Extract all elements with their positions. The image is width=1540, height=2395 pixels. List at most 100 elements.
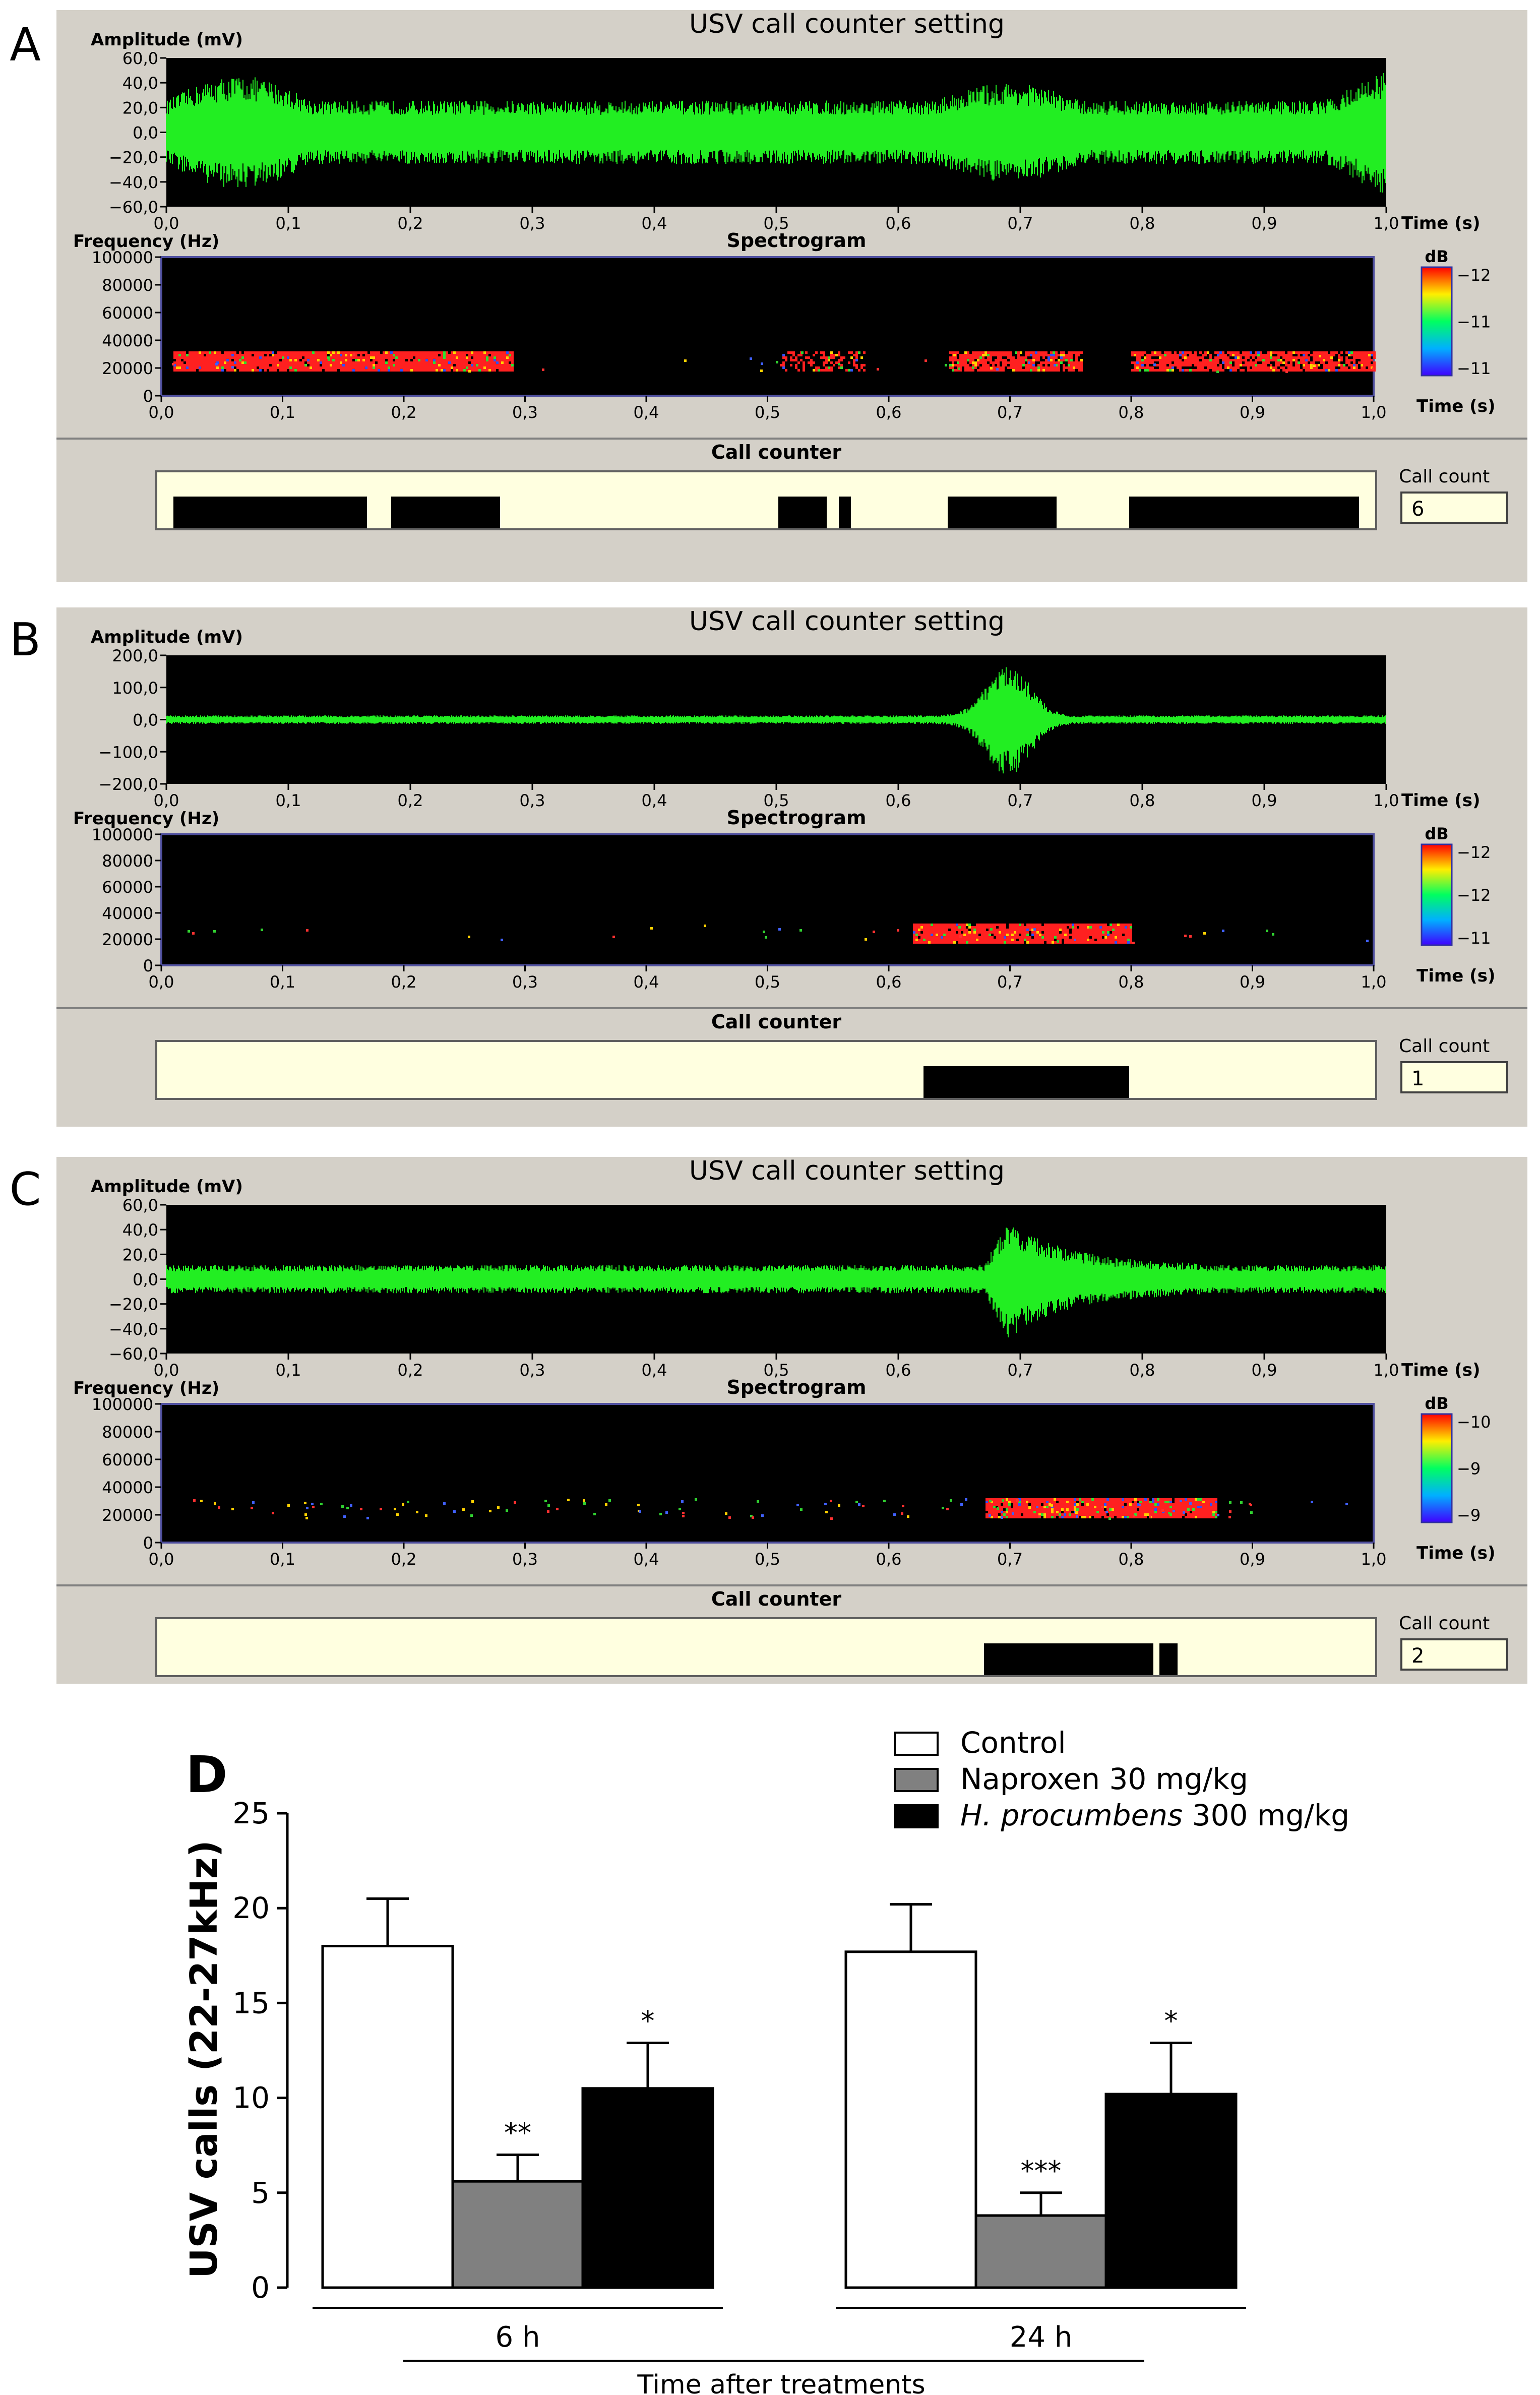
time-tick-label: 0,4 xyxy=(642,791,667,810)
time-tick-label: 0,1 xyxy=(270,403,295,422)
spectrogram-call xyxy=(1131,351,1376,372)
freq-tick-label: 100000 xyxy=(92,825,153,844)
time-tick-label: 0,1 xyxy=(276,791,301,810)
call-count-label: Call count xyxy=(1399,1613,1490,1634)
time-tick-label: 0,0 xyxy=(149,1550,174,1569)
time-tick-label: 0,0 xyxy=(154,214,179,233)
time-tick-label: 0,9 xyxy=(1240,1550,1265,1569)
legend-swatch xyxy=(894,1732,939,1756)
freq-tick-label: 40000 xyxy=(102,1478,153,1497)
db-tick-label: −12 xyxy=(1457,266,1491,285)
db-tick-label: −9 xyxy=(1457,1506,1481,1525)
call-bar xyxy=(1129,497,1359,528)
call-count-value: 6 xyxy=(1411,498,1424,521)
call-count-value: 1 xyxy=(1411,1067,1424,1090)
amp-tick-label: 40,0 xyxy=(122,1220,158,1240)
call-bar xyxy=(948,497,1057,528)
time-tick-label: 0,4 xyxy=(634,1550,659,1569)
freq-tick-label: 100000 xyxy=(92,1395,153,1414)
bar xyxy=(974,2214,1107,2289)
db-tick-label: −11 xyxy=(1457,359,1491,378)
amp-tick-label: 100,0 xyxy=(112,679,158,698)
y-axis-label: USV calls (22-27kHz) xyxy=(182,1840,226,2278)
freq-tick-label: 60000 xyxy=(102,303,153,323)
call-bar xyxy=(984,1643,1153,1675)
amplitude-label: Amplitude (mV) xyxy=(91,627,243,647)
call-count-label: Call count xyxy=(1399,466,1490,487)
time-tick-label: 0,7 xyxy=(997,403,1023,422)
time-tick-label: 0,7 xyxy=(997,972,1023,992)
time-tick-label: 0,9 xyxy=(1252,214,1277,233)
time-tick-label: 0,2 xyxy=(391,972,417,992)
time-tick-label: 0,2 xyxy=(398,1361,423,1380)
legend-label-species: H. procumbens xyxy=(960,1798,1183,1832)
call-counter-track xyxy=(155,1040,1377,1100)
amp-tick-label: −40,0 xyxy=(109,1320,158,1339)
time-tick-label: 0,8 xyxy=(1130,791,1155,810)
call-bar xyxy=(839,497,851,528)
call-counter-title: Call counter xyxy=(711,441,841,463)
category-label: 24 h xyxy=(1010,2321,1073,2354)
time-tick-label: 0,5 xyxy=(764,1361,789,1380)
db-label: dB xyxy=(1425,1394,1448,1413)
time-tick-label: 0,6 xyxy=(876,403,902,422)
amp-tick-label: 20,0 xyxy=(122,1245,158,1264)
time-tick-label: 0,3 xyxy=(512,1550,538,1569)
time-tick-label: 0,5 xyxy=(755,972,780,992)
call-count-label: Call count xyxy=(1399,1036,1490,1057)
amp-tick-label: −200,0 xyxy=(99,775,158,794)
spectrogram-plot xyxy=(160,833,1375,966)
y-tick-label: 10 xyxy=(232,2081,270,2115)
time-tick-label: 0,6 xyxy=(886,1361,911,1380)
category-label: 6 h xyxy=(496,2321,540,2354)
call-count-box xyxy=(1400,492,1508,524)
time-tick-label: 1,0 xyxy=(1374,214,1399,233)
time-tick-label: 0,4 xyxy=(634,972,659,992)
spectrogram-title: Spectrogram xyxy=(726,807,866,829)
panel-letter: D xyxy=(186,1745,227,1804)
amp-tick-label: 60,0 xyxy=(122,1196,158,1215)
amp-tick-label: 0,0 xyxy=(133,124,158,143)
call-count-box xyxy=(1400,1061,1508,1093)
call-count-box xyxy=(1400,1638,1508,1671)
time-tick-label: 0,2 xyxy=(398,214,423,233)
time-tick-label: 0,9 xyxy=(1252,1361,1277,1380)
spectrogram-call xyxy=(913,924,1132,944)
call-bar xyxy=(923,1066,1129,1098)
time-tick-label: 0,8 xyxy=(1130,214,1155,233)
panel-letter: A xyxy=(10,19,41,72)
call-bar xyxy=(1159,1643,1178,1675)
time-tick-label: 0,3 xyxy=(512,972,538,992)
time-tick-label: 0,1 xyxy=(270,972,295,992)
freq-tick-label: 60000 xyxy=(102,1450,153,1469)
spectrogram-title: Spectrogram xyxy=(726,229,866,252)
amp-tick-label: −20,0 xyxy=(109,148,158,167)
amp-tick-label: 0,0 xyxy=(133,1270,158,1289)
time-tick-label: 0,6 xyxy=(876,972,902,992)
legend-label: Control xyxy=(960,1726,1066,1760)
significance-label: * xyxy=(1164,2005,1178,2037)
db-tick-label: −11 xyxy=(1457,313,1491,332)
time-tick-label: 0,5 xyxy=(764,791,789,810)
amp-tick-label: 20,0 xyxy=(122,98,158,117)
x-axis-label: Time after treatments xyxy=(637,2370,925,2395)
time-tick-label: 0,0 xyxy=(154,1361,179,1380)
time-axis-label: Time (s) xyxy=(1416,1543,1496,1563)
time-tick-label: 0,0 xyxy=(149,972,174,992)
time-tick-label: 0,6 xyxy=(876,1550,902,1569)
amplitude-label: Amplitude (mV) xyxy=(91,1177,243,1197)
legend-swatch xyxy=(894,1768,939,1792)
window-title: USV call counter setting xyxy=(689,9,1005,39)
significance-label: ** xyxy=(504,2117,531,2149)
amp-tick-label: 40,0 xyxy=(122,74,158,93)
y-tick-label: 25 xyxy=(232,1796,270,1830)
freq-tick-label: 40000 xyxy=(102,904,153,923)
amp-tick-label: −60,0 xyxy=(109,198,158,217)
waveform-trace xyxy=(166,1227,1386,1337)
legend-label-text: 300 mg/kg xyxy=(1183,1798,1349,1832)
